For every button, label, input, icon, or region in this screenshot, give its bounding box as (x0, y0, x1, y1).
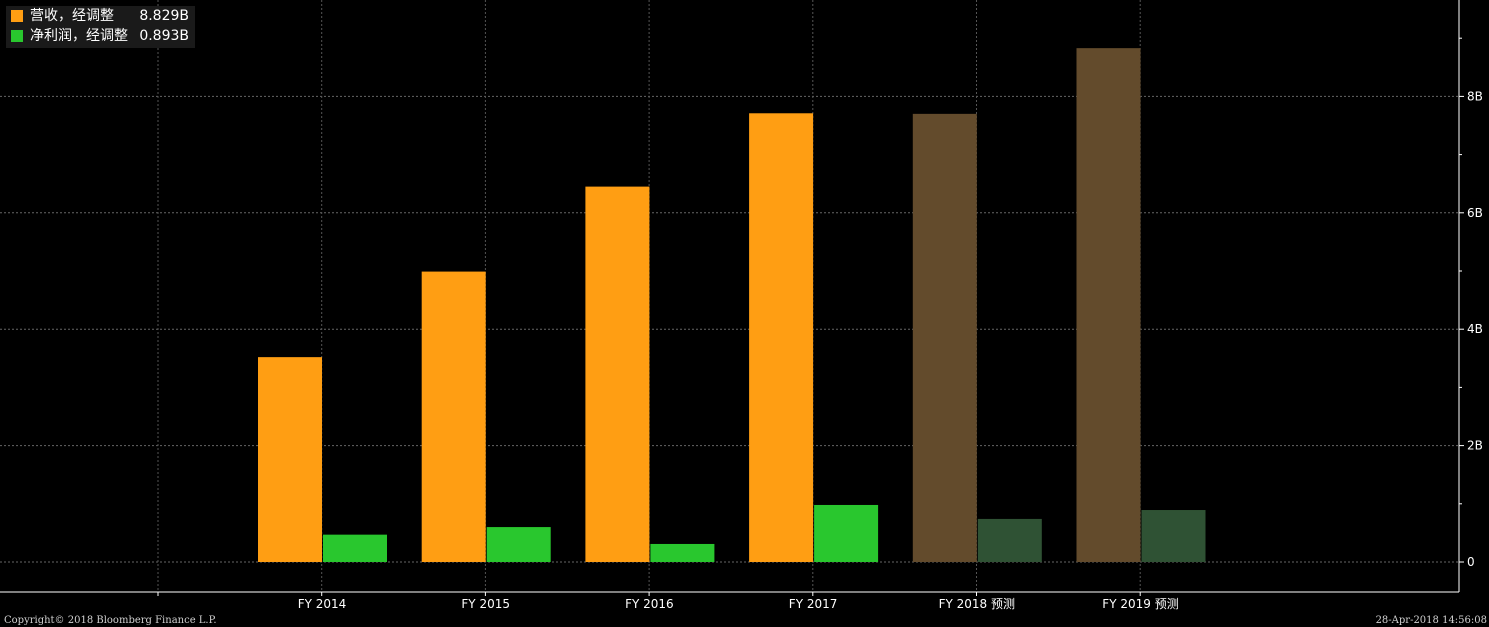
bar-revenue (749, 113, 814, 562)
y-tick-label: 4B (1467, 322, 1483, 336)
y-tick-label: 2B (1467, 439, 1483, 453)
legend-label-revenue: 营收，经调整 (30, 8, 114, 24)
x-tick-label: FY 2019 预测 (1102, 597, 1178, 611)
x-tick-label: FY 2018 预测 (939, 597, 1015, 611)
bar-revenue (258, 357, 322, 562)
bar-net-income (650, 543, 715, 562)
y-tick-label: 6B (1467, 206, 1483, 220)
bar-revenue (912, 113, 977, 563)
legend-item-revenue: 营收，经调整 8.829B (6, 6, 195, 26)
legend-swatch-revenue (11, 10, 23, 22)
x-tick-label: FY 2016 (625, 597, 674, 611)
legend-value-revenue: 8.829B (139, 8, 189, 24)
legend-label-net-income: 净利润，经调整 (30, 28, 128, 44)
bar-net-income (1141, 510, 1206, 562)
y-tick-label: 8B (1467, 89, 1483, 103)
bar-net-income (486, 527, 551, 562)
legend: 营收，经调整 8.829B 净利润，经调整 0.893B (6, 6, 195, 48)
bar-revenue (585, 186, 650, 563)
bar-revenue (421, 271, 486, 562)
legend-value-net-income: 0.893B (139, 28, 189, 44)
copyright-text: Copyright© 2018 Bloomberg Finance L.P. (4, 615, 217, 626)
y-tick-label: 0 (1467, 555, 1475, 569)
bar-net-income (814, 504, 879, 562)
bar-net-income (323, 534, 387, 562)
timestamp-text: 28-Apr-2018 14:56:08 (1375, 615, 1487, 626)
bar-net-income (977, 518, 1042, 562)
bar-revenue (1076, 48, 1141, 562)
x-tick-label: FY 2014 (298, 597, 347, 611)
legend-item-net-income: 净利润，经调整 0.893B (6, 26, 195, 46)
x-tick-label: FY 2015 (461, 597, 510, 611)
x-tick-label: FY 2017 (789, 597, 838, 611)
legend-swatch-net-income (11, 30, 23, 42)
